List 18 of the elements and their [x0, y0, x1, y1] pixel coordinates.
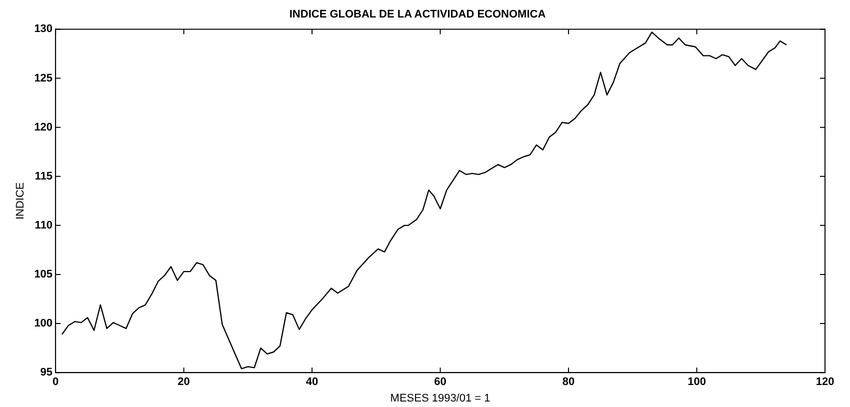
- x-axis-title: MESES 1993/01 = 1: [390, 392, 490, 404]
- y-tick-label: 110: [34, 219, 53, 232]
- y-axis-title: INDICE: [14, 182, 27, 220]
- x-tick-label: 120: [816, 376, 834, 388]
- x-tick-label: 100: [688, 376, 706, 388]
- x-tick-label: 20: [178, 376, 190, 388]
- y-tick-label: 105: [34, 268, 53, 281]
- y-tick-label: 100: [34, 318, 53, 330]
- y-tick-label: 125: [34, 72, 53, 84]
- y-tick-label: 130: [34, 23, 53, 36]
- x-tick-label: 40: [306, 376, 318, 388]
- x-tick-label: 80: [562, 376, 575, 388]
- y-tick-label: 95: [40, 366, 53, 379]
- y-tick-label: 120: [34, 121, 53, 134]
- x-tick-label: 60: [434, 376, 446, 388]
- x-tick-label: 0: [52, 376, 59, 388]
- y-tick-label: 115: [34, 170, 53, 182]
- chart-title: INDICE GLOBAL DE LA ACTIVIDAD ECONOMICA: [289, 8, 546, 21]
